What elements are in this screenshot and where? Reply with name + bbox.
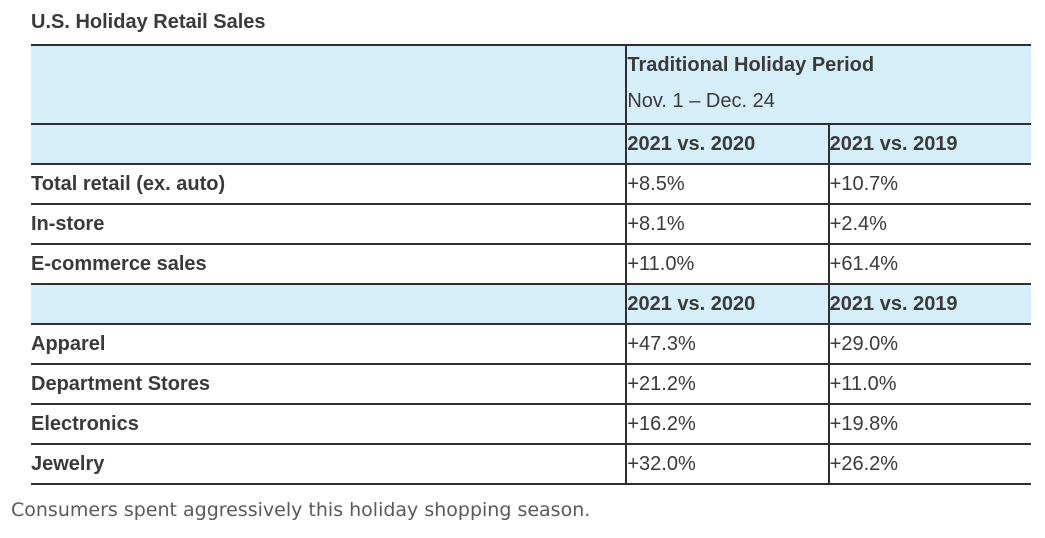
column-header-2019: 2021 vs. 2019 bbox=[827, 283, 1031, 324]
row-label: E-commerce sales bbox=[31, 243, 627, 284]
value-vs-2019: +26.2% bbox=[827, 443, 1031, 485]
period-dates: Nov. 1 – Dec. 24 bbox=[627, 90, 775, 112]
value-vs-2020: +8.5% bbox=[625, 163, 829, 204]
retail-sales-table: Traditional Holiday Period Nov. 1 – Dec.… bbox=[31, 44, 1031, 485]
column-header-2020: 2021 vs. 2020 bbox=[625, 283, 829, 324]
table-row: Total retail (ex. auto) +8.5% +10.7% bbox=[31, 163, 1031, 204]
value-vs-2019: +61.4% bbox=[827, 243, 1031, 284]
table-title: U.S. Holiday Retail Sales bbox=[31, 11, 266, 33]
value-vs-2020: +8.1% bbox=[625, 203, 829, 244]
column-header-2019: 2021 vs. 2019 bbox=[827, 123, 1031, 164]
row-label: Department Stores bbox=[31, 363, 627, 404]
row-label: Total retail (ex. auto) bbox=[31, 163, 627, 204]
table-row: E-commerce sales +11.0% +61.4% bbox=[31, 243, 1031, 284]
period-title: Traditional Holiday Period bbox=[627, 54, 875, 76]
row-label: Jewelry bbox=[31, 443, 627, 485]
figure-caption: Consumers spent aggressively this holida… bbox=[11, 499, 591, 521]
table-row: Department Stores +21.2% +11.0% bbox=[31, 363, 1031, 404]
value-vs-2019: +11.0% bbox=[827, 363, 1031, 404]
row-label: In-store bbox=[31, 203, 627, 244]
value-vs-2019: +29.0% bbox=[827, 323, 1031, 364]
value-vs-2019: +10.7% bbox=[827, 163, 1031, 204]
section1-header-row: 2021 vs. 2020 2021 vs. 2019 bbox=[31, 123, 1031, 164]
header-blank-cell bbox=[31, 123, 627, 164]
section2-header-row: 2021 vs. 2020 2021 vs. 2019 bbox=[31, 283, 1031, 324]
value-vs-2019: +19.8% bbox=[827, 403, 1031, 444]
period-header-row: Traditional Holiday Period Nov. 1 – Dec.… bbox=[31, 44, 1031, 124]
row-label: Apparel bbox=[31, 323, 627, 364]
period-header-cell: Traditional Holiday Period Nov. 1 – Dec.… bbox=[625, 44, 1031, 124]
value-vs-2020: +32.0% bbox=[625, 443, 829, 485]
table-row: In-store +8.1% +2.4% bbox=[31, 203, 1031, 244]
value-vs-2020: +47.3% bbox=[625, 323, 829, 364]
table-row: Jewelry +32.0% +26.2% bbox=[31, 443, 1031, 485]
table-row: Electronics +16.2% +19.8% bbox=[31, 403, 1031, 444]
value-vs-2019: +2.4% bbox=[827, 203, 1031, 244]
value-vs-2020: +11.0% bbox=[625, 243, 829, 284]
header-blank-cell bbox=[31, 44, 627, 124]
column-header-2020: 2021 vs. 2020 bbox=[625, 123, 829, 164]
value-vs-2020: +21.2% bbox=[625, 363, 829, 404]
value-vs-2020: +16.2% bbox=[625, 403, 829, 444]
row-label: Electronics bbox=[31, 403, 627, 444]
header-blank-cell bbox=[31, 283, 627, 324]
table-row: Apparel +47.3% +29.0% bbox=[31, 323, 1031, 364]
